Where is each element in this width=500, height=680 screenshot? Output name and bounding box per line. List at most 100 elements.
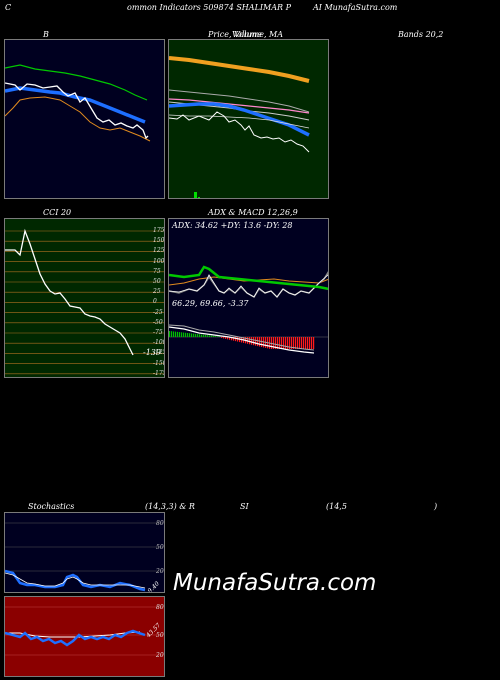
rsi-scale-20: 20 [156, 652, 164, 659]
macd-histogram-bar [277, 337, 279, 349]
stoch-scale-20: 20 [156, 568, 164, 575]
macd-histogram-bar [223, 337, 225, 339]
volume-overlap-label: Volume [232, 30, 262, 39]
macd-histogram-bar [191, 333, 193, 337]
macd-histogram-bar [221, 337, 223, 338]
macd-histogram-bar [287, 337, 289, 349]
header-left: C [5, 3, 12, 12]
macd-histogram-bar [207, 335, 209, 337]
macd-histogram-bar [301, 337, 303, 349]
macd-histogram-bar [231, 337, 233, 341]
macd-histogram-bar [179, 332, 181, 337]
macd-histogram-bar [275, 337, 277, 349]
macd-histogram-bar [293, 337, 295, 349]
macd-histogram-bar [213, 335, 215, 337]
bollinger-title: B [43, 30, 49, 39]
macd-histogram-bar [251, 337, 253, 345]
macd-histogram-bar [283, 337, 285, 349]
macd-histogram-bar [271, 337, 273, 349]
macd-histogram-bar [205, 334, 207, 337]
header-site: AI MunafaSutra.com [313, 3, 398, 12]
macd-histogram-bar [193, 333, 195, 337]
cci-scale-label: 175 [153, 227, 165, 234]
cci-scale-label: 100 [153, 257, 165, 265]
header-title: ommon Indicators 509874 SHALIMAR P [127, 3, 291, 12]
macd-histogram-bar [209, 335, 211, 337]
macd-histogram-bar [313, 337, 315, 349]
watermark: MunafaSutra.com [173, 570, 377, 596]
cci-scale-label: -50 [153, 318, 163, 326]
price-volume-ma-chart [168, 39, 329, 199]
adx-macd-title: ADX & MACD 12,26,9 [208, 208, 298, 217]
rsi-scale-80: 80 [156, 604, 164, 611]
macd-histogram-bar [279, 337, 281, 349]
macd-histogram-bar [171, 331, 173, 337]
cci-scale-label: -175 [153, 369, 164, 377]
macd-histogram-bar [211, 335, 213, 337]
cci-scale-label: 50 [153, 278, 161, 285]
macd-histogram-bar [295, 337, 297, 349]
stochastics-title: Stochastics [28, 502, 75, 511]
macd-histogram-bar [201, 334, 203, 337]
macd-histogram-bar [177, 331, 179, 337]
macd-histogram-bar [281, 337, 283, 349]
macd-histogram-bar [199, 334, 201, 337]
macd-histogram-bar [257, 337, 259, 347]
macd-histogram-bar [173, 331, 175, 337]
bollinger-chart [4, 39, 165, 199]
macd-histogram-bar [233, 337, 235, 341]
cci-scale-label: -25 [153, 308, 163, 316]
rsi-close-paren: ) [434, 502, 438, 511]
macd-histogram-bar [309, 337, 311, 349]
rsi-params: (14,5 [326, 502, 347, 511]
cci-scale-label: 150 [153, 237, 165, 245]
macd-histogram-bar [291, 337, 293, 349]
macd-histogram-bar [285, 337, 287, 349]
macd-histogram-bar [175, 331, 177, 337]
stochastics-params: (14,3,3) & R [145, 502, 195, 511]
macd-histogram-bar [225, 337, 227, 339]
macd-histogram-bar [181, 332, 183, 337]
macd-histogram-bar [299, 337, 301, 349]
macd-histogram-bar [235, 337, 237, 342]
macd-histogram-bar [183, 332, 185, 337]
macd-histogram-bar [217, 336, 219, 337]
bands-title: Bands 20,2 [398, 30, 444, 39]
macd-histogram-bar [259, 337, 261, 347]
macd-histogram-bar [249, 337, 251, 345]
macd-histogram-bar [273, 337, 275, 349]
macd-histogram-bar [297, 337, 299, 349]
cci-scale-label: 0 [153, 298, 157, 306]
cci-scale-label: 125 [153, 247, 165, 255]
macd-histogram-bar [289, 337, 291, 349]
cci-scale-label: -100 [153, 339, 164, 347]
cci-scale-label: 75 [153, 267, 161, 275]
macd-histogram-bar [185, 332, 187, 337]
macd-histogram-bar [215, 336, 217, 337]
macd-histogram-bar [229, 337, 231, 340]
adx-macd-chart: ADX: 34.62 +DY: 13.6 -DY: 28 66.29, 69.6… [168, 218, 329, 378]
rsi-chart: 80 50 20 43.57 [4, 596, 165, 677]
macd-histogram-bar [195, 333, 197, 337]
macd-histogram-bar [169, 331, 171, 337]
cci-scale-label: 25 [153, 288, 161, 296]
macd-histogram-bar [253, 337, 255, 346]
macd-histogram-bar [311, 337, 313, 349]
cci-scale-label: -150 [153, 359, 164, 367]
rsi-title: SI [240, 502, 249, 511]
cci-chart: 175 150 125 100 75 50 25 0 -25 -50 -75 -100 -125 -150… [4, 218, 165, 378]
macd-values: 66.29, 69.66, -3.37 [172, 299, 249, 308]
stoch-scale-80: 80 [156, 520, 164, 527]
macd-histogram-bar [255, 337, 257, 346]
stoch-scale-50: 50 [156, 544, 164, 551]
macd-histogram-bar [305, 337, 307, 349]
adx-values: ADX: 34.62 +DY: 13.6 -DY: 28 [172, 221, 293, 230]
cci-title: CCI 20 [43, 208, 72, 217]
macd-histogram-bar [303, 337, 305, 349]
macd-histogram-bar [219, 336, 221, 337]
cci-value: -139 [143, 348, 161, 357]
price-volume-ma-title: Price, Volume, MA [208, 30, 284, 39]
macd-histogram-bar [187, 332, 189, 337]
macd-histogram-bar [197, 334, 199, 337]
cci-scale-label: -75 [153, 329, 163, 336]
